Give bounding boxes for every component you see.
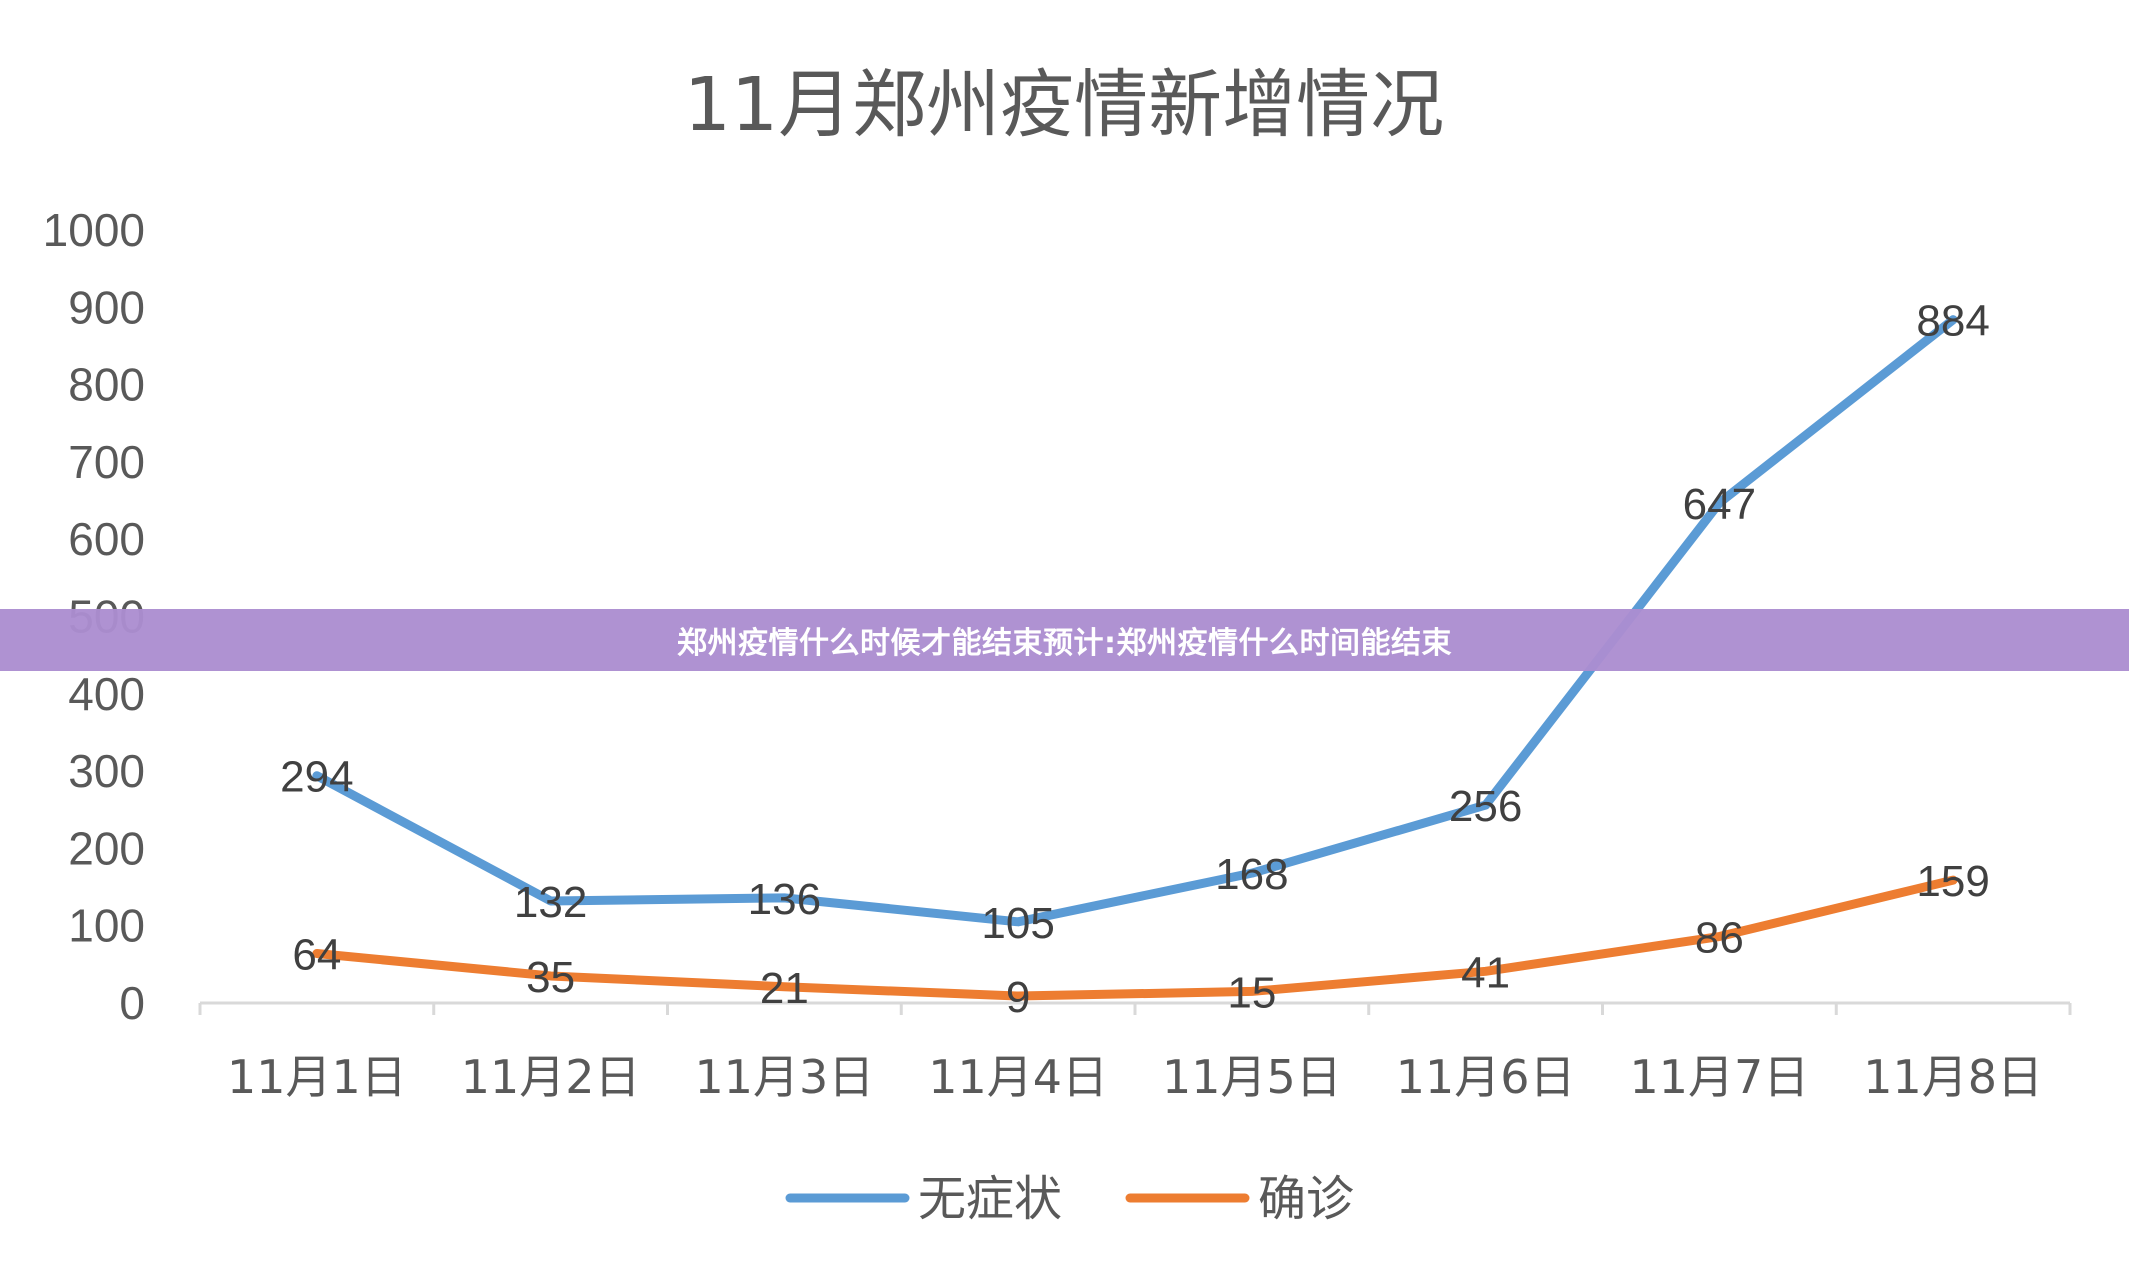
data-point bbox=[546, 896, 555, 905]
data-point bbox=[312, 949, 321, 958]
x-tick-label: 11月4日 bbox=[928, 1050, 1108, 1104]
legend: 无症状 确诊 bbox=[785, 1171, 1354, 1227]
x-tick-label: 11月8日 bbox=[1863, 1050, 2043, 1104]
y-tick-label: 1000 bbox=[43, 204, 145, 256]
y-tick-label: 100 bbox=[68, 900, 145, 952]
data-point bbox=[1014, 917, 1023, 926]
series-line-confirmed bbox=[312, 875, 1958, 1001]
y-tick-label: 0 bbox=[119, 977, 145, 1029]
data-label: 41 bbox=[1461, 948, 1510, 997]
x-tick-label: 11月1日 bbox=[227, 1050, 407, 1104]
data-point bbox=[1949, 315, 1958, 324]
data-point bbox=[1247, 987, 1256, 996]
data-label: 256 bbox=[1449, 782, 1522, 831]
data-labels-layer: 294 132 136 105 168 256 647 884 64 35 21 9 15 41 86 159 bbox=[280, 297, 1990, 1022]
data-label: 21 bbox=[760, 964, 809, 1013]
data-label: 159 bbox=[1916, 857, 1989, 906]
y-tick-label: 900 bbox=[68, 281, 145, 333]
x-tick-label: 11月3日 bbox=[694, 1050, 874, 1104]
y-tick-label: 400 bbox=[68, 668, 145, 720]
x-tick-label: 11月2日 bbox=[461, 1050, 641, 1104]
axes-group: 0100200300400500600700800900100011月1日11月… bbox=[43, 204, 2072, 1104]
x-tick-label: 11月7日 bbox=[1629, 1050, 1809, 1104]
series-layer bbox=[312, 315, 1958, 1001]
data-label: 132 bbox=[514, 878, 587, 927]
data-point bbox=[1715, 932, 1724, 941]
data-point bbox=[1715, 498, 1724, 507]
banner-text: 郑州疫情什么时候才能结束预计:郑州疫情什么时间能结束 bbox=[677, 626, 1452, 661]
data-label: 647 bbox=[1683, 480, 1756, 529]
data-label: 86 bbox=[1695, 914, 1744, 963]
data-point bbox=[1949, 876, 1958, 885]
data-point bbox=[1481, 801, 1490, 810]
data-point bbox=[1481, 967, 1490, 976]
data-label: 64 bbox=[292, 931, 341, 980]
legend-label: 无症状 bbox=[918, 1171, 1062, 1227]
chart-title: 11月郑州疫情新增情况 bbox=[684, 62, 1444, 148]
data-label: 136 bbox=[748, 875, 821, 924]
x-tick-label: 11月6日 bbox=[1396, 1050, 1576, 1104]
y-tick-label: 300 bbox=[68, 745, 145, 797]
data-label: 294 bbox=[280, 753, 353, 802]
data-point bbox=[1014, 992, 1023, 1001]
data-label: 105 bbox=[981, 899, 1054, 948]
data-label: 884 bbox=[1916, 297, 1989, 346]
y-tick-label: 200 bbox=[68, 822, 145, 874]
data-point bbox=[780, 893, 789, 902]
y-tick-label: 700 bbox=[68, 436, 145, 488]
data-point bbox=[1247, 869, 1256, 878]
legend-label: 确诊 bbox=[1258, 1171, 1354, 1227]
y-tick-label: 600 bbox=[68, 513, 145, 565]
data-point bbox=[312, 771, 321, 780]
y-tick-label: 800 bbox=[68, 359, 145, 411]
x-tick-label: 11月5日 bbox=[1162, 1050, 1342, 1104]
series-line-asymptomatic bbox=[312, 315, 1958, 927]
caption-banner: 郑州疫情什么时候才能结束预计:郑州疫情什么时间能结束 bbox=[0, 609, 2129, 671]
data-label: 9 bbox=[1006, 973, 1030, 1022]
data-point bbox=[546, 971, 555, 980]
data-point bbox=[780, 982, 789, 991]
data-label: 15 bbox=[1227, 968, 1276, 1017]
data-label: 35 bbox=[526, 953, 575, 1002]
data-label: 168 bbox=[1215, 850, 1288, 899]
